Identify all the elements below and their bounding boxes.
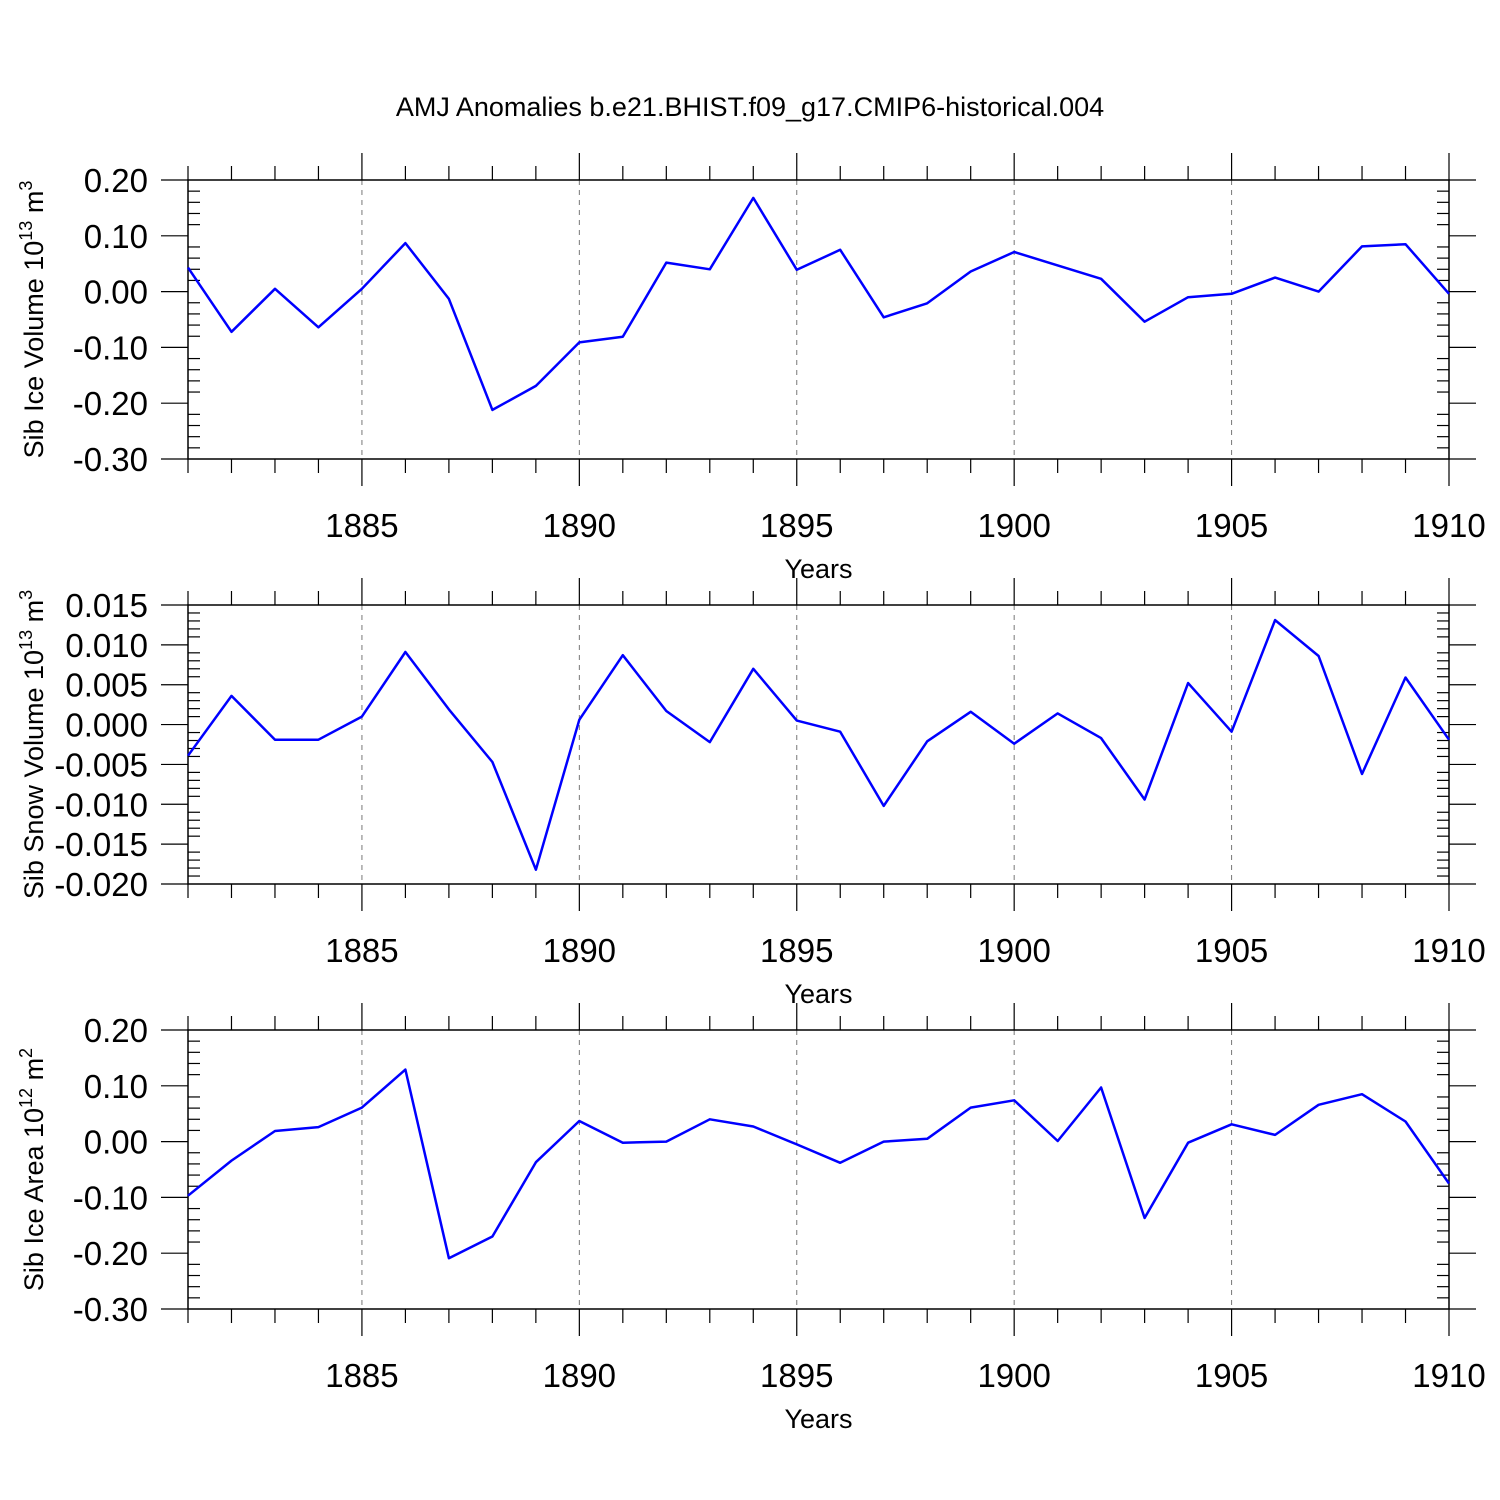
y-axis-label-unit-exponent: 2	[16, 1048, 36, 1058]
x-tick-label: 1910	[1412, 932, 1485, 969]
x-tick-label: 1885	[325, 1357, 398, 1394]
x-tick-label: 1885	[325, 507, 398, 544]
y-tick-label: 0.015	[65, 587, 148, 624]
y-axis-label-main: Sib Ice Volume 10	[19, 241, 49, 459]
plot-frame	[187, 1029, 1450, 1310]
x-tick-label: 1905	[1195, 1357, 1268, 1394]
y-tick-label: 0.005	[65, 667, 148, 704]
x-axis-label: Years	[784, 554, 852, 584]
y-tick-label: -0.30	[73, 1291, 148, 1328]
y-axis-label-exponent: 12	[16, 1088, 36, 1108]
x-tick-label: 1900	[977, 1357, 1050, 1394]
y-axis-label-exponent: 13	[16, 630, 36, 650]
y-tick-label: -0.10	[73, 329, 148, 366]
y-axis-label: Sib Ice Volume 1013 m3	[16, 181, 49, 459]
x-tick-label: 1905	[1195, 932, 1268, 969]
x-tick-label: 1905	[1195, 507, 1268, 544]
panel-2: 0.0150.0100.0050.000-0.005-0.010-0.015-0…	[16, 578, 1486, 1009]
y-tick-label: 0.10	[84, 1068, 148, 1105]
y-tick-label: -0.020	[54, 866, 148, 903]
x-tick-label: 1895	[760, 507, 833, 544]
y-tick-label: 0.00	[84, 274, 148, 311]
x-tick-label: 1900	[977, 507, 1050, 544]
y-tick-label: -0.20	[73, 1235, 148, 1272]
series-line	[186, 196, 1450, 412]
series-line	[186, 618, 1451, 871]
y-axis-label-unit-exponent: 3	[16, 181, 36, 191]
y-tick-label: -0.30	[73, 441, 148, 478]
chart-title: AMJ Anomalies b.e21.BHIST.f09_g17.CMIP6-…	[396, 92, 1104, 122]
x-axis-label: Years	[784, 1404, 852, 1434]
x-tick-label: 1890	[543, 1357, 616, 1394]
y-axis-label-unit: m	[19, 600, 49, 630]
y-axis-label-exponent: 13	[16, 221, 36, 241]
y-tick-label: -0.10	[73, 1179, 148, 1216]
plot-frame	[187, 604, 1450, 885]
y-axis-label: Sib Ice Area 1012 m2	[16, 1048, 49, 1291]
plot-frame	[187, 179, 1450, 460]
x-tick-label: 1890	[543, 507, 616, 544]
y-axis-label-unit-exponent: 3	[16, 590, 36, 600]
x-tick-label: 1895	[760, 932, 833, 969]
y-tick-label: 0.20	[84, 162, 148, 199]
y-tick-label: 0.010	[65, 627, 148, 664]
y-tick-label: 0.20	[84, 1012, 148, 1049]
x-tick-label: 1890	[543, 932, 616, 969]
y-tick-label: 0.000	[65, 707, 148, 744]
x-axis-label: Years	[784, 979, 852, 1009]
x-tick-label: 1885	[325, 932, 398, 969]
x-tick-label: 1910	[1412, 1357, 1485, 1394]
x-tick-label: 1910	[1412, 507, 1485, 544]
x-tick-label: 1895	[760, 1357, 833, 1394]
y-tick-label: -0.010	[54, 786, 148, 823]
y-axis-label-unit: m	[19, 1058, 49, 1088]
y-tick-label: -0.005	[54, 746, 148, 783]
y-tick-label: 0.00	[84, 1124, 148, 1161]
y-axis-label-main: Sib Ice Area 10	[19, 1108, 49, 1291]
panel-3: 0.20 0.10 0.00 -0.10 -0.20 -0.30 1885 1890 1895 1…	[16, 1003, 1486, 1434]
x-tick-label: 1900	[977, 932, 1050, 969]
y-axis-label: Sib Snow Volume 1013 m3	[16, 590, 49, 899]
y-tick-label: -0.20	[73, 385, 148, 422]
series-line	[187, 1068, 1451, 1260]
y-tick-label: -0.015	[54, 826, 148, 863]
y-axis-label-unit: m	[19, 191, 49, 221]
panel-1: 0.20 0.10 0.00 -0.10 -0.20 -0.30 1885 1890 1895 1…	[16, 153, 1486, 584]
y-tick-label: 0.10	[84, 218, 148, 255]
y-axis-label-main: Sib Snow Volume 10	[19, 650, 49, 899]
